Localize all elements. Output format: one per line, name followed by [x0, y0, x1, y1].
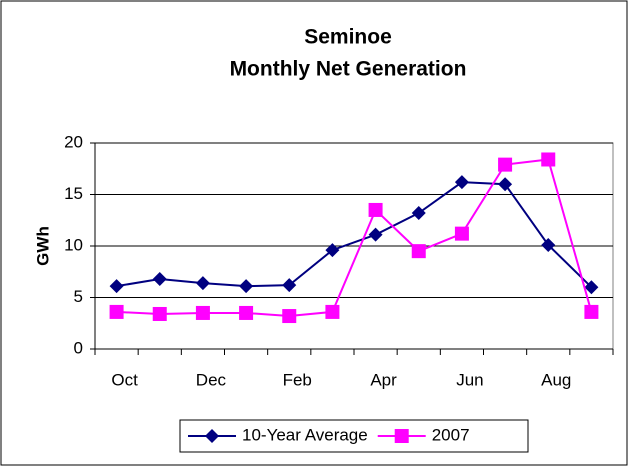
y-axis-label: GWh: [33, 226, 52, 266]
x-tick-label: Aug: [541, 370, 571, 389]
data-point: [454, 175, 469, 190]
data-point: [109, 279, 124, 294]
y-tick-label: 10: [64, 235, 83, 254]
data-point: [325, 304, 340, 319]
data-point: [239, 279, 254, 294]
chart-title: Seminoe: [304, 26, 392, 49]
legend-marker: [205, 429, 219, 443]
data-point: [541, 237, 556, 252]
x-tick-label: Feb: [283, 370, 312, 389]
legend-box: [179, 419, 529, 453]
data-point: [368, 227, 383, 242]
data-point: [498, 157, 513, 172]
data-point: [368, 202, 383, 217]
data-point: [152, 271, 167, 286]
data-point: [584, 304, 599, 319]
series-line: [116, 181, 593, 288]
data-point: [282, 278, 297, 293]
legend-marker: [394, 429, 409, 443]
x-tick-label: Jun: [456, 370, 483, 389]
series-line: [116, 158, 593, 318]
data-point: [195, 276, 210, 291]
y-tick-label: 0: [74, 338, 83, 357]
y-tick-label: 20: [64, 132, 83, 151]
data-point: [282, 309, 297, 324]
data-point: [152, 306, 167, 321]
legend-label: 10-Year Average: [242, 425, 368, 444]
legend: 10-Year Average 2007: [179, 419, 529, 453]
x-tick-label: Oct: [111, 370, 138, 389]
chart-title: Monthly Net Generation: [230, 58, 467, 81]
x-tick-label: Apr: [370, 370, 397, 389]
y-tick-label: 5: [74, 287, 83, 306]
legend-label: 2007: [432, 425, 470, 444]
data-point: [239, 305, 254, 320]
data-point: [411, 244, 426, 259]
data-point: [109, 304, 124, 319]
data-point: [195, 305, 210, 320]
data-point: [541, 152, 556, 167]
data-point: [584, 280, 599, 295]
x-tick-label: Dec: [196, 370, 227, 389]
data-point: [454, 226, 469, 241]
y-tick-label: 15: [64, 184, 83, 203]
data-point: [325, 243, 340, 258]
data-point: [411, 206, 426, 221]
data-point: [498, 177, 513, 192]
